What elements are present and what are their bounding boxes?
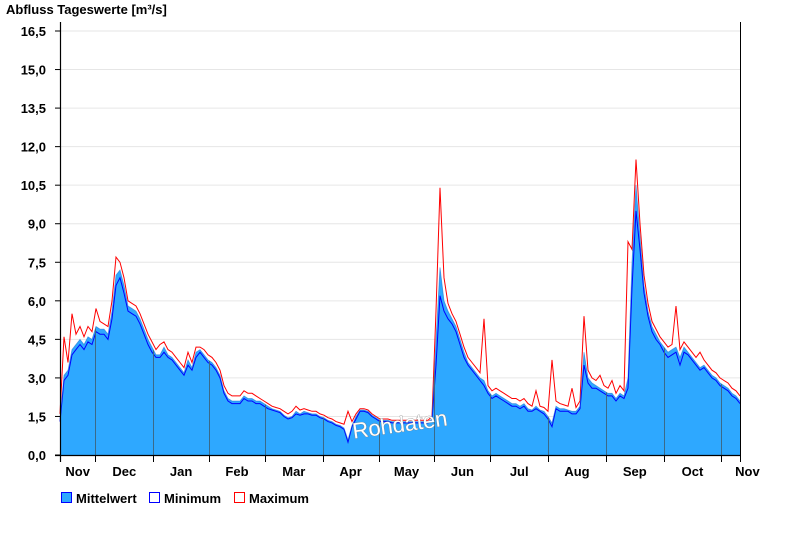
y-tick-label: 9,0	[28, 217, 46, 232]
legend-swatch-minimum	[149, 492, 160, 503]
y-tick-label: 0,0	[28, 448, 46, 463]
x-tick-label: Jun	[451, 464, 474, 479]
y-tick-label: 1,5	[28, 409, 46, 424]
x-tick-label: Mar	[282, 464, 305, 479]
series-layer	[59, 159, 741, 455]
y-tick-label: 15,0	[21, 63, 46, 78]
series-maximum-line	[59, 159, 741, 425]
x-tick-label: Jan	[170, 464, 192, 479]
x-tick-label: Nov	[65, 464, 90, 479]
x-tick-label: Oct	[682, 464, 704, 479]
y-tick-label: 13,5	[21, 101, 46, 116]
y-tick-label: 3,0	[28, 371, 46, 386]
legend-label-minimum: Minimum	[164, 491, 221, 506]
x-tick-label: Jul	[510, 464, 529, 479]
x-tick-label: Dec	[112, 464, 136, 479]
legend-swatch-mittelwert	[61, 492, 72, 503]
x-tick-label: Nov	[735, 464, 760, 479]
legend-label-mittelwert: Mittelwert	[76, 491, 137, 506]
x-tick-label: Feb	[225, 464, 248, 479]
x-tick-label: Aug	[564, 464, 589, 479]
x-tick-label: Sep	[623, 464, 647, 479]
x-tick-label: May	[394, 464, 420, 479]
y-tick-label: 7,5	[28, 255, 46, 270]
series-mittelwert-area	[60, 185, 740, 455]
y-tick-label: 16,5	[21, 24, 46, 39]
y-tick-label: 4,5	[28, 332, 46, 347]
legend-label-maximum: Maximum	[249, 491, 309, 506]
y-tick-label: 10,5	[21, 178, 46, 193]
axes: 0,0 1,5 3,0 4,5 6,0 7,5 9,0 10,5 12,0 13,5 15,0 16,…	[21, 22, 760, 479]
x-tick-label: Apr	[339, 464, 361, 479]
y-tick-label: 6,0	[28, 294, 46, 309]
chart-title: Abfluss Tageswerte [m³/s]	[6, 2, 167, 17]
series-minimum-line	[59, 210, 741, 445]
month-lines	[95, 315, 722, 455]
y-tick-label: 12,0	[21, 140, 46, 155]
legend: Mittelwert Minimum Maximum	[61, 491, 309, 506]
series-mittelwert-line	[59, 185, 741, 441]
legend-swatch-maximum	[234, 492, 245, 503]
